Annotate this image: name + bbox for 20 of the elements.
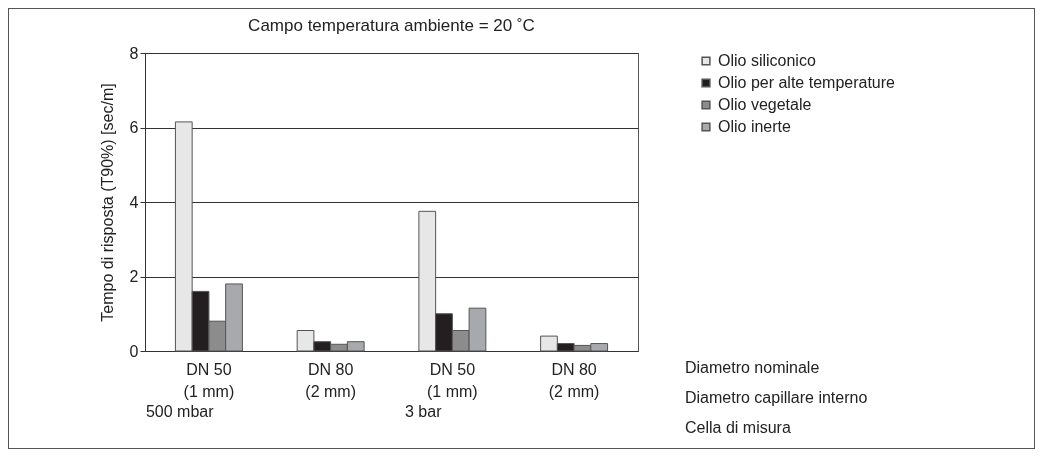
y-tick-label: 0 [129, 342, 139, 360]
legend-label: Olio per alte temperature [718, 74, 896, 91]
x-tick-label: DN 80 (2 mm) [305, 360, 356, 400]
text: Diametro nominale [685, 359, 820, 377]
y-axis-title: Tempo di risposta (T90%) [sec/m] [98, 83, 116, 322]
x-tick-label: DN 50 (1 mm) [183, 360, 235, 400]
y-tick-label: 6 [129, 119, 139, 136]
x-tick-label: DN 80 (2 mm) [548, 360, 600, 400]
text: Diametro capillare interno [685, 389, 868, 407]
legend-label: Olio vegetale [718, 96, 812, 113]
legend-label: Olio siliconico [718, 52, 816, 69]
text: Cella di misura [685, 419, 791, 437]
text: 3 bar [404, 403, 442, 421]
text: 500 mbar [145, 403, 214, 421]
y-tick-label: 4 [129, 193, 139, 211]
legend-label: Olio inerte [718, 118, 792, 135]
y-tick-label: 2 [129, 268, 139, 285]
x-tick-label: DN 50 (1 mm) [427, 360, 478, 400]
y-tick-label: 8 [129, 44, 139, 62]
chart-title: Campo temperatura ambiente = 20 ˚C [248, 16, 535, 35]
